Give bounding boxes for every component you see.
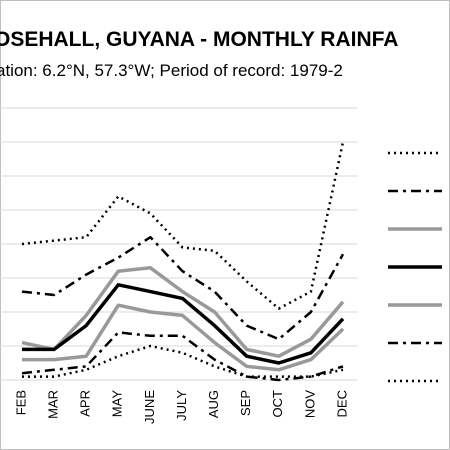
x-tick-label: APR [78, 390, 93, 417]
chart-title: OSEHALL, GUYANA - MONTHLY RAINFA [0, 28, 398, 51]
series-line [22, 344, 344, 378]
x-tick-label: AUG [206, 390, 221, 418]
x-tick-label: NOV [302, 390, 317, 419]
series-line [21, 331, 344, 382]
x-tick-label: MAR [46, 390, 61, 419]
x-tick-label: FEB [13, 390, 28, 415]
series-line [22, 283, 345, 365]
x-tick-label: OCT [270, 390, 285, 418]
series-line [22, 303, 345, 372]
x-tick-label: JULY [174, 390, 189, 421]
series-line [21, 235, 345, 341]
chart-subtitle: ation: 6.2°N, 57.3°W; Period of record: … [0, 61, 343, 80]
x-tick-label: DEC [334, 390, 349, 417]
x-tick-label: MAY [110, 390, 125, 418]
x-tick-label: SEP [238, 390, 253, 416]
x-tick-label: JUNE [142, 390, 157, 424]
series-line [21, 141, 345, 310]
series-line [21, 266, 345, 358]
